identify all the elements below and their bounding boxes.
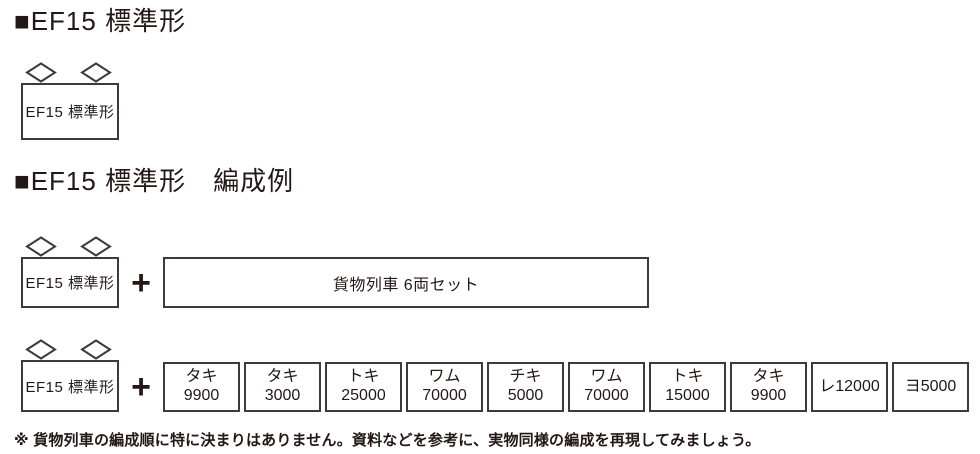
freight-car-box: チキ 5000 xyxy=(487,362,564,412)
freight-car-box: タキ 9900 xyxy=(163,362,240,412)
freight-car-label: レ12000 xyxy=(819,377,880,395)
freight-car-box: ワム 70000 xyxy=(406,362,483,412)
freight-car-label: 9900 xyxy=(750,387,787,404)
freight-set-box: 貨物列車 6両セット xyxy=(163,257,649,308)
freight-car-label: 70000 xyxy=(584,387,629,404)
freight-car-label: 5000 xyxy=(507,387,544,404)
loco-unit: EF15 標準形 xyxy=(21,236,119,308)
freight-car-label: ワム xyxy=(428,368,461,386)
freight-car-box: トキ 25000 xyxy=(325,362,402,412)
footnote-text: ※ 貨物列車の編成順に特に決まりはありません。資料などを参考に、実物同様の編成を… xyxy=(14,432,761,449)
pantograph-icon xyxy=(25,62,112,83)
pantograph-icon xyxy=(25,339,112,360)
freight-car-label: トキ xyxy=(347,368,380,386)
freight-car-label: タキ xyxy=(266,368,299,386)
freight-car-box: レ12000 xyxy=(811,362,888,412)
freight-car-label: 3000 xyxy=(264,387,301,404)
freight-car-label: チキ xyxy=(509,368,542,386)
freight-car-label: 15000 xyxy=(665,387,710,404)
freight-car-label: 70000 xyxy=(422,387,467,404)
freight-car-label: トキ xyxy=(671,368,704,386)
freight-car-box: タキ 3000 xyxy=(244,362,321,412)
freight-car-box: ヨ5000 xyxy=(892,362,969,412)
freight-car-label: タキ xyxy=(185,368,218,386)
loco-label: EF15 標準形 xyxy=(25,104,115,121)
loco-box: EF15 標準形 xyxy=(21,257,119,308)
loco-unit: EF15 標準形 xyxy=(21,339,119,412)
freight-car-label: 25000 xyxy=(341,387,386,404)
freight-car-label: タキ xyxy=(752,368,785,386)
freight-cars-row: タキ 9900 タキ 3000 トキ 25000 ワム 70000 チキ 5000 ワム 70000 ト… xyxy=(163,362,969,412)
freight-car-label: ヨ5000 xyxy=(904,377,957,395)
freight-car-label: 9900 xyxy=(183,387,220,404)
loco-unit: EF15 標準形 xyxy=(21,62,119,140)
freight-car-box: タキ 9900 xyxy=(730,362,807,412)
freight-car-label: ワム xyxy=(590,368,623,386)
section-heading-ef15: ■EF15 標準形 xyxy=(14,6,187,36)
section-heading-formation-example: ■EF15 標準形 編成例 xyxy=(14,166,295,196)
loco-label: EF15 標準形 xyxy=(25,378,115,396)
loco-label: EF15 標準形 xyxy=(25,275,115,292)
loco-box: EF15 標準形 xyxy=(21,360,119,412)
freight-car-box: ワム 70000 xyxy=(568,362,645,412)
plus-separator: + xyxy=(131,264,151,302)
freight-car-box: トキ 15000 xyxy=(649,362,726,412)
pantograph-icon xyxy=(25,236,112,257)
plus-separator: + xyxy=(131,368,151,406)
loco-box: EF15 標準形 xyxy=(21,83,119,140)
freight-set-label: 貨物列車 6両セット xyxy=(332,276,480,294)
